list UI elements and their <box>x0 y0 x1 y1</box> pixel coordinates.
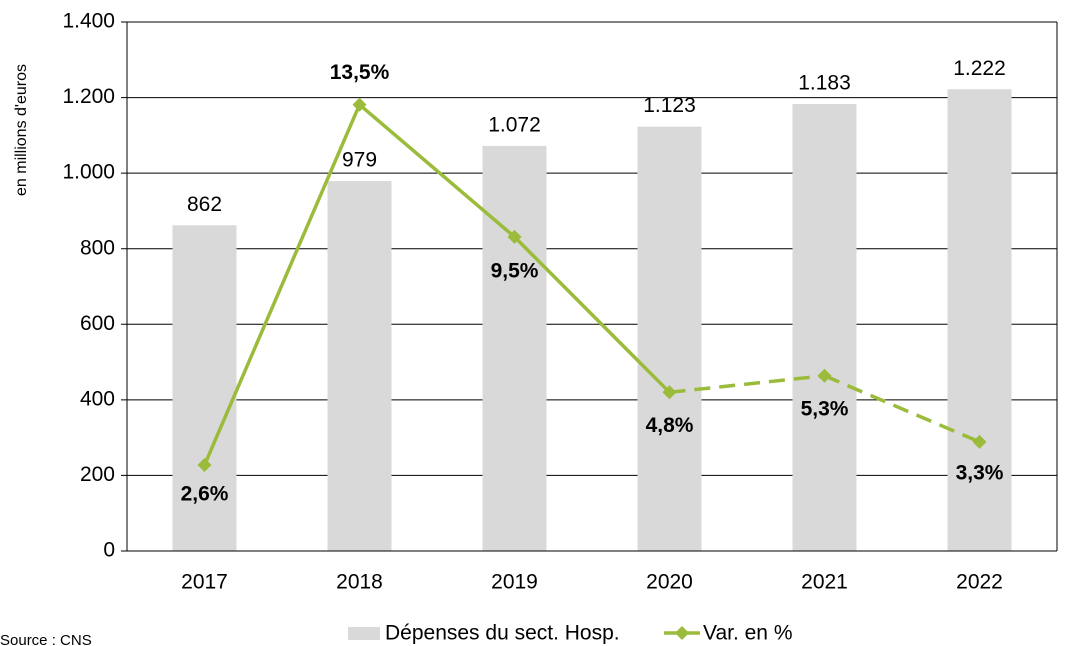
line-marker <box>197 458 212 473</box>
bar <box>327 181 392 551</box>
line-marker <box>662 385 677 400</box>
bar-value-label: 1.183 <box>798 72 851 95</box>
y-tick-label: 600 <box>80 312 115 335</box>
legend-label: Dépenses du sect. Hosp. <box>385 622 620 645</box>
bar-value-label: 862 <box>187 193 222 216</box>
legend-label: Var. en % <box>703 622 793 645</box>
bar-value-label: 979 <box>342 149 377 172</box>
line-segment <box>202 103 362 466</box>
line-segment <box>358 103 516 239</box>
bar <box>637 126 702 551</box>
line-marker <box>507 229 522 244</box>
x-tick-label: 2021 <box>801 571 848 594</box>
legend-marker <box>675 626 689 640</box>
line-value-label: 2,6% <box>181 483 229 506</box>
bar <box>792 103 857 552</box>
y-tick-label: 800 <box>80 236 115 259</box>
line-segment <box>513 235 671 394</box>
legend-swatch <box>348 627 380 640</box>
line-segment <box>823 374 981 444</box>
line-value-label: 5,3% <box>801 397 849 420</box>
x-tick-label: 2022 <box>956 571 1003 594</box>
x-tick-label: 2017 <box>181 571 228 594</box>
y-tick-label: 1.400 <box>62 10 115 33</box>
y-tick-label: 1.200 <box>62 85 115 108</box>
y-tick-label: 1.000 <box>62 161 115 184</box>
line-marker <box>817 368 832 383</box>
bar-value-label: 1.072 <box>488 113 541 136</box>
line-value-label: 13,5% <box>330 61 390 84</box>
x-tick-label: 2020 <box>646 571 693 594</box>
x-tick-label: 2018 <box>336 571 383 594</box>
bar-value-label: 1.222 <box>953 57 1006 80</box>
x-tick-label: 2019 <box>491 571 538 594</box>
bar-value-label: 1.123 <box>643 94 696 117</box>
line-value-label: 4,8% <box>646 414 694 437</box>
line-segment <box>669 374 825 395</box>
y-tick-label: 200 <box>80 463 115 486</box>
y-tick-label: 400 <box>80 387 115 410</box>
source: Source : CNS <box>0 632 92 646</box>
bar <box>172 225 237 551</box>
line-value-label: 3,3% <box>956 461 1004 484</box>
line-marker <box>972 434 987 449</box>
y-tick-label: 0 <box>103 539 115 562</box>
line-value-label: 9,5% <box>491 259 539 282</box>
bar <box>482 145 547 552</box>
y-axis-label: en millions d'euros <box>13 64 30 196</box>
bar <box>947 89 1012 551</box>
line-marker <box>352 97 367 112</box>
